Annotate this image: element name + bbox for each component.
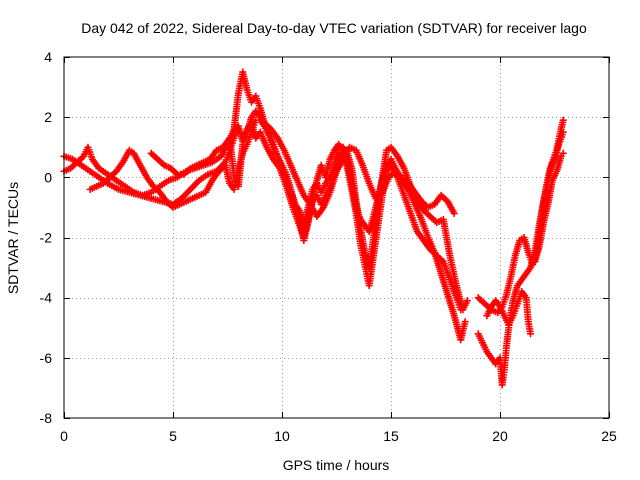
axis-ticks: 0 5 10 15 20 25 -8 -6 -4 -2 0 2 4 <box>40 49 617 444</box>
x-tick-label: 20 <box>492 428 508 444</box>
y-tick-label: 2 <box>44 109 52 125</box>
series-track-1 <box>60 119 469 344</box>
x-tick-label: 0 <box>60 428 68 444</box>
y-tick-label: -2 <box>40 230 53 246</box>
x-axis-label: GPS time / hours <box>283 457 390 473</box>
x-tick-label: 25 <box>601 428 617 444</box>
y-tick-label: -8 <box>40 410 53 426</box>
x-tick-label: 5 <box>169 428 177 444</box>
data-point <box>461 318 469 326</box>
data-point <box>463 297 471 305</box>
chart-title: Day 042 of 2022, Sidereal Day-to-day VTE… <box>81 20 587 36</box>
y-tick-label: 4 <box>44 49 52 65</box>
data-point <box>527 330 535 338</box>
y-axis-label: SDTVAR / TECUs <box>5 182 21 294</box>
data-point <box>559 116 567 124</box>
plot-frame <box>63 56 610 419</box>
series-track-6 <box>474 128 567 317</box>
series-track-7 <box>483 288 535 338</box>
y-tick-label: 0 <box>44 169 52 185</box>
series-track-8 <box>531 149 567 266</box>
data-point <box>559 128 567 136</box>
data-point <box>559 149 567 157</box>
data-point <box>450 209 458 217</box>
data-points <box>60 68 567 389</box>
x-tick-label: 10 <box>274 428 290 444</box>
series-track-3 <box>86 116 471 314</box>
series-track-4 <box>147 107 458 220</box>
x-tick-label: 15 <box>383 428 399 444</box>
y-tick-label: -6 <box>40 350 53 366</box>
y-tick-label: -4 <box>40 290 53 306</box>
